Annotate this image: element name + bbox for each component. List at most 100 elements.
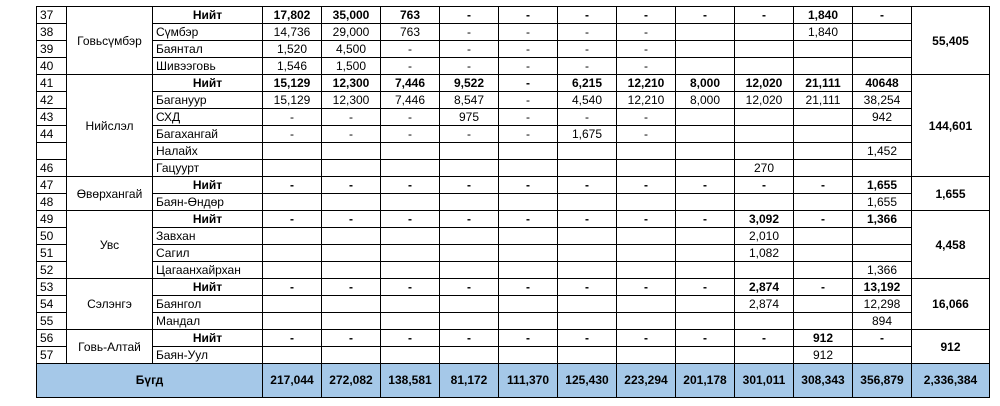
row-number: 54 <box>36 295 67 313</box>
region-total: 1,655 <box>911 176 990 211</box>
value-cell <box>734 23 794 41</box>
value-cell: 12,210 <box>616 91 676 109</box>
value-cell <box>321 312 381 330</box>
value-cell <box>557 261 617 279</box>
value-cell: 1,655 <box>852 176 912 194</box>
value-cell <box>734 108 794 126</box>
value-cell: 2,010 <box>734 227 794 245</box>
value-cell: - <box>380 210 440 228</box>
value-cell: 4,540 <box>557 91 617 109</box>
value-cell: - <box>734 329 794 347</box>
value-cell: - <box>675 278 735 296</box>
value-cell: - <box>557 210 617 228</box>
row-number: 40 <box>36 57 67 75</box>
region-name: Сэлэнгэ <box>66 278 153 330</box>
value-cell: 6,215 <box>557 74 617 92</box>
value-cell <box>498 193 558 211</box>
value-cell <box>734 142 794 160</box>
district-name: Сүмбэр <box>152 23 263 41</box>
value-cell <box>734 57 794 75</box>
row-number: 51 <box>36 244 67 262</box>
value-cell: - <box>439 210 499 228</box>
row-number: 46 <box>36 159 67 177</box>
table-row: 54 Баянгол 2,874 12,298 <box>36 295 990 313</box>
value-cell <box>675 57 735 75</box>
row-number <box>36 142 67 160</box>
value-cell: - <box>380 40 440 58</box>
value-cell: - <box>380 125 440 143</box>
table-row: 57 Баян-Уул 912 <box>36 346 990 364</box>
value-cell: - <box>439 57 499 75</box>
value-cell <box>734 40 794 58</box>
value-cell <box>262 261 322 279</box>
value-cell: 763 <box>380 23 440 41</box>
value-cell: - <box>498 57 558 75</box>
region-total: 144,601 <box>911 74 990 177</box>
value-cell <box>262 193 322 211</box>
district-name: Баянгол <box>152 295 263 313</box>
grand-total-value: 308,343 <box>793 363 853 398</box>
value-cell <box>852 125 912 143</box>
value-cell: 9,522 <box>439 74 499 92</box>
value-cell: - <box>321 108 381 126</box>
value-cell <box>498 261 558 279</box>
value-cell <box>616 142 676 160</box>
value-cell: 40648 <box>852 74 912 92</box>
value-cell: 12,300 <box>321 74 381 92</box>
region-total: 4,458 <box>911 210 990 279</box>
table-row: 53 Сэлэнгэ Нийт - - - - - - - -2,874-13,192 16,066 <box>36 278 990 330</box>
value-cell: - <box>498 108 558 126</box>
value-cell: - <box>498 329 558 347</box>
value-cell <box>793 159 853 177</box>
value-cell <box>675 244 735 262</box>
district-name: Нийт <box>152 74 263 92</box>
value-cell: - <box>439 6 499 24</box>
value-cell: - <box>498 6 558 24</box>
value-cell <box>793 57 853 75</box>
table-row: 38 Сүмбэр 14,736 29,000 763- - - -1,840 <box>36 23 990 41</box>
district-name: Нийт <box>152 176 263 194</box>
table-row: 39 Баянтал 1,520 4,500- - - - - <box>36 40 990 58</box>
row-number: 41 <box>36 74 67 92</box>
value-cell: - <box>616 125 676 143</box>
region-total: 16,066 <box>911 278 990 330</box>
value-cell <box>793 40 853 58</box>
value-cell: 975 <box>439 108 499 126</box>
value-cell: 12,298 <box>852 295 912 313</box>
value-cell: 1,500 <box>321 57 381 75</box>
value-cell: 38,254 <box>852 91 912 109</box>
value-cell <box>675 108 735 126</box>
value-cell: - <box>498 23 558 41</box>
value-cell: - <box>321 125 381 143</box>
value-cell: 270 <box>734 159 794 177</box>
value-cell: 1,675 <box>557 125 617 143</box>
value-cell: 3,092 <box>734 210 794 228</box>
value-cell <box>498 244 558 262</box>
value-cell <box>498 346 558 364</box>
value-cell <box>380 193 440 211</box>
value-cell <box>675 142 735 160</box>
value-cell: - <box>439 176 499 194</box>
value-cell: - <box>734 6 794 24</box>
value-cell <box>852 244 912 262</box>
value-cell: - <box>557 329 617 347</box>
value-cell <box>734 125 794 143</box>
value-cell <box>498 227 558 245</box>
value-cell <box>675 125 735 143</box>
value-cell: - <box>262 176 322 194</box>
value-cell: - <box>793 176 853 194</box>
value-cell <box>321 295 381 313</box>
grand-total-value: 223,294 <box>616 363 676 398</box>
value-cell: - <box>557 23 617 41</box>
value-cell: 7,446 <box>380 91 440 109</box>
value-cell: - <box>380 176 440 194</box>
value-cell: - <box>262 125 322 143</box>
value-cell: - <box>380 57 440 75</box>
value-cell <box>557 312 617 330</box>
value-cell <box>380 159 440 177</box>
table-row: 56 Говь-Алтай Нийт - - - - - - - - -912-912 <box>36 329 990 364</box>
value-cell: - <box>439 40 499 58</box>
value-cell: - <box>321 210 381 228</box>
row-number: 44 <box>36 125 67 143</box>
value-cell: - <box>498 91 558 109</box>
